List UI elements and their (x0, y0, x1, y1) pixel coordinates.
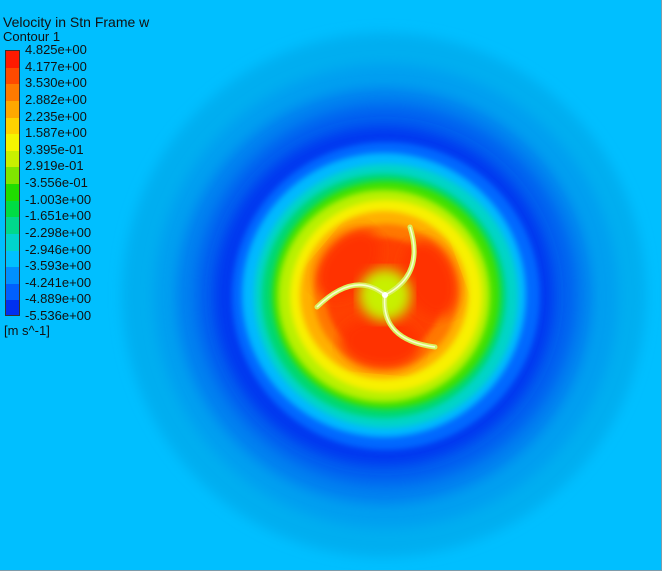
rotor-blade-edge (383, 294, 436, 348)
legend-swatch (6, 233, 19, 252)
legend-swatch (6, 267, 19, 285)
legend-tick-label: -2.946e+00 (25, 241, 92, 257)
legend-tick-label: 2.882e+00 (25, 91, 87, 107)
legend-swatch (6, 84, 19, 102)
legend-tick-label: 1.587e+00 (25, 125, 87, 141)
legend-swatch (6, 200, 19, 219)
legend-tick-label: 4.825e+00 (25, 42, 87, 57)
legend-swatch (6, 283, 19, 302)
color-legend-bar (5, 50, 20, 316)
legend-swatch (6, 51, 19, 69)
plot-subtitle: Contour 1 (3, 29, 61, 44)
legend-swatch (6, 134, 19, 152)
legend-swatch (6, 250, 19, 269)
velocity-lobe (340, 316, 421, 369)
legend-tick-label: -4.889e+00 (25, 291, 92, 307)
plot-title: Velocity in Stn Frame w (3, 14, 150, 30)
legend-tick-label: -2.298e+00 (25, 224, 92, 240)
legend-swatch (6, 167, 19, 185)
legend-tick-label: -3.556e-01 (25, 175, 88, 190)
legend-tick-label: -1.651e+00 (25, 208, 92, 224)
legend-tick-label: -1.003e+00 (25, 191, 92, 207)
rotor-blade-edge (384, 226, 415, 296)
legend-swatch (6, 184, 19, 202)
legend-tick-label: -3.593e+00 (25, 258, 92, 274)
legend-units: [m s^-1] (4, 323, 50, 338)
legend-tick-label: 9.395e-01 (25, 141, 84, 157)
rotor-blade-edge (316, 284, 386, 308)
velocity-lobe (402, 239, 459, 318)
legend-tick-label: 2.235e+00 (25, 108, 87, 124)
legend-tick-label: -5.536e+00 (25, 308, 92, 323)
legend-tick-label: -4.241e+00 (25, 274, 92, 290)
hub-center (382, 292, 388, 298)
legend-tick-label: 2.919e-01 (25, 158, 84, 174)
legend-tick-label: 4.177e+00 (25, 58, 87, 74)
legend-swatch (6, 117, 19, 136)
legend-swatch (6, 217, 19, 235)
rotor-blades (314, 224, 438, 350)
legend-swatch (6, 100, 19, 119)
legend-tick-label: 3.530e+00 (25, 75, 87, 91)
legend-swatch (6, 300, 19, 315)
legend-swatch (6, 150, 19, 169)
legend-swatch (6, 67, 19, 86)
